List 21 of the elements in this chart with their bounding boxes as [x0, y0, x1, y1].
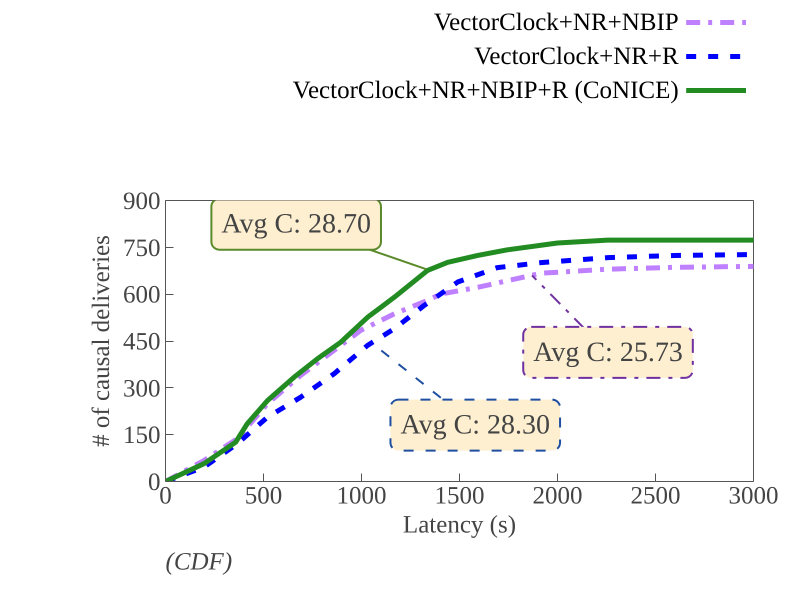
y-tick-label: 150 [123, 422, 160, 450]
x-tick-label: 1500 [434, 482, 484, 510]
y-tick-label: 450 [123, 328, 160, 356]
legend-label: VectorClock+NR+R [474, 43, 680, 70]
text: (CDF) [166, 548, 232, 576]
annotation: Avg C: 25.73 [533, 336, 683, 368]
annotation: Avg C: 28.30 [400, 410, 550, 441]
x-tick-label: 500 [244, 482, 282, 510]
annotation: Avg C: 28.70 [221, 208, 371, 240]
x-tick-label: 2000 [532, 482, 582, 510]
legend-label: VectorClock+NR+NBIP+R (CoNICE) [292, 77, 679, 104]
y-tick-label: 900 [123, 188, 160, 215]
legend-label: VectorClock+NR+NBIP [434, 9, 679, 36]
x-tick-label: 2500 [630, 482, 680, 510]
x-tick-label: 1000 [336, 482, 386, 510]
y-tick-label: 300 [123, 375, 160, 402]
y-tick-label: 750 [123, 234, 160, 262]
y-axis-title: # of causal deliveries [88, 235, 115, 447]
y-tick-label: 600 [123, 282, 160, 309]
x-axis-title: Latency (s) [402, 512, 516, 538]
x-tick-label: 3000 [728, 482, 778, 510]
